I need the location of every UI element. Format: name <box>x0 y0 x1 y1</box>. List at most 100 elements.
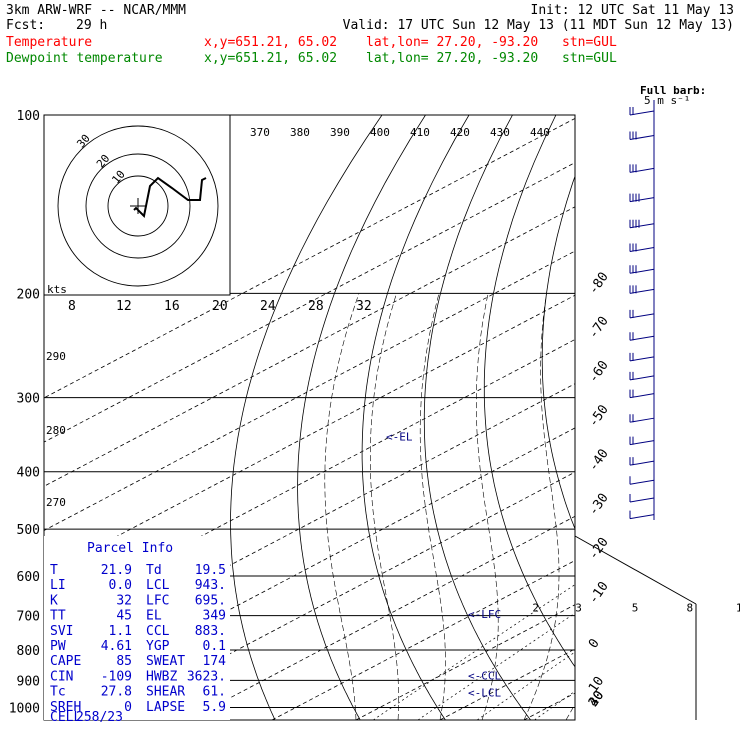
wind-barb <box>629 514 655 520</box>
isotherm-label: 10 <box>586 674 607 695</box>
wind-barb <box>629 440 655 446</box>
isotherm-label: 40 <box>586 688 607 709</box>
parcel-key: CAPE <box>50 654 81 669</box>
hodograph-ring-0 <box>107 175 169 237</box>
latlon-readout-temp: lat,lon= 27.20, -93.20 <box>366 35 538 50</box>
parcel-info-panel: Parcel Info T 21.9 Td 19.5 LI 0.0 LCL 943. K 32 LF… <box>44 536 230 725</box>
wind-barb <box>629 375 655 381</box>
mixing-ratio-label: 3 <box>575 602 582 615</box>
parcel-value: 174 <box>203 654 227 669</box>
mixing-ratio-20 <box>655 576 740 720</box>
parcel-key: SVI <box>50 624 73 639</box>
theta-label: 410 <box>410 126 430 139</box>
parcel-key: T <box>50 563 58 578</box>
isotherm-label: -80 <box>586 270 612 298</box>
xy-readout-dew: x,y=651.21, 65.02 <box>204 51 337 66</box>
isotherm-20 <box>608 115 740 720</box>
dry-adiabat-270 <box>361 115 470 720</box>
wind-barb <box>629 268 655 274</box>
temperature-line <box>665 115 740 707</box>
hodograph-scale-label: 12 <box>116 299 132 314</box>
theta-label: 440 <box>530 126 550 139</box>
forecast-label: Fcst: <box>6 18 45 33</box>
dry-adiabat-250 <box>230 115 383 720</box>
hodograph-scale-label: 24 <box>260 299 276 314</box>
wind-barb <box>629 356 655 362</box>
hodograph-trace <box>133 176 207 219</box>
theta-left-label: 270 <box>46 496 66 509</box>
parcel-value: 349 <box>203 609 226 624</box>
parcel-key: LCL <box>146 578 170 593</box>
pressure-label: 700 <box>17 610 40 625</box>
pressure-label: 100 <box>17 109 40 124</box>
pressure-label: 900 <box>17 674 40 689</box>
sounding-profiles <box>621 115 740 707</box>
isotherm--10 <box>355 604 575 720</box>
wind-barb <box>629 247 655 253</box>
wind-barb <box>629 417 655 423</box>
moist-adiabat-10 <box>523 293 560 720</box>
mixing-ratio-label: 5 <box>632 602 639 615</box>
pressure-label: 800 <box>17 644 40 659</box>
mixing-ratio-label: 2 <box>532 602 539 615</box>
parcel-value: 85 <box>116 654 132 669</box>
temperature-legend: Temperature <box>6 35 92 50</box>
pressure-label: 600 <box>17 570 40 585</box>
xy-readout-temp: x,y=651.21, 65.02 <box>204 35 337 50</box>
forecast-hour: 29 h <box>76 18 107 33</box>
parcel-value: 45 <box>116 609 132 624</box>
moist-adiabat--5 <box>370 293 399 720</box>
cell-value: 258/23 <box>76 710 123 725</box>
isotherm-label: -60 <box>586 358 612 386</box>
dry-adiabat-330 <box>705 115 740 720</box>
parcel-value: 1.1 <box>109 624 132 639</box>
lower-right-edge <box>574 535 697 605</box>
hodograph-unit: kts <box>47 283 67 296</box>
mixing-ratio-label: 12 <box>736 602 740 615</box>
parcel-key: EL <box>146 609 162 624</box>
theta-left-label: 280 <box>46 424 66 437</box>
model-title: 3km ARW-WRF -- NCAR/MMM <box>6 3 186 18</box>
dewpoint-legend: Dewpoint temperature <box>6 51 163 66</box>
mixing-ratio-label: 8 <box>687 602 694 615</box>
theta-label: 430 <box>490 126 510 139</box>
parcel-value: 943. <box>195 578 226 593</box>
mixing-ratio-3 <box>417 612 575 720</box>
wind-barb-unit: 5 m s⁻¹ <box>644 94 690 107</box>
level-marker: <-CCL <box>468 669 501 682</box>
wind-barbs <box>629 100 655 520</box>
moist-adiabat--10 <box>324 293 360 720</box>
parcel-info-title: Parcel Info <box>87 541 173 556</box>
moist-adiabat-25 <box>650 293 740 720</box>
hodograph-scale-label: 32 <box>356 299 372 314</box>
station-temp: stn=GUL <box>562 35 617 50</box>
moist-adiabat-30 <box>692 293 740 720</box>
wind-barb <box>629 497 655 503</box>
diagram-grid <box>43 114 740 721</box>
theta-label: 370 <box>250 126 270 139</box>
isotherm-30 <box>692 115 740 720</box>
parcel-value: 0.1 <box>203 639 226 654</box>
parcel-key: K <box>50 593 58 608</box>
parcel-key: HWBZ <box>146 669 177 684</box>
parcel-value: 4.61 <box>101 639 132 654</box>
wind-barb <box>629 167 655 173</box>
wind-barb <box>629 197 655 203</box>
latlon-readout-dew: lat,lon= 27.20, -93.20 <box>366 51 538 66</box>
hodograph-ring-1 <box>85 153 191 259</box>
isotherm-label: 20 <box>586 688 607 709</box>
parcel-key: SHEAR <box>146 685 185 700</box>
isotherm-label: -10 <box>586 579 612 607</box>
level-marker: <-LFC <box>468 608 501 621</box>
parcel-value: 21.9 <box>101 563 132 578</box>
wind-barb <box>629 223 655 229</box>
hodograph-scale-label: 8 <box>68 299 76 314</box>
mixing-ratio-8 <box>534 690 575 720</box>
moist-adiabat-35 <box>734 293 740 720</box>
parcel-key: SREH <box>50 700 81 715</box>
parcel-value: 695. <box>195 593 226 608</box>
hodograph-scale-label: 16 <box>164 299 180 314</box>
moist-adiabat-5 <box>476 293 499 720</box>
level-marker: <-LCL <box>468 686 501 699</box>
